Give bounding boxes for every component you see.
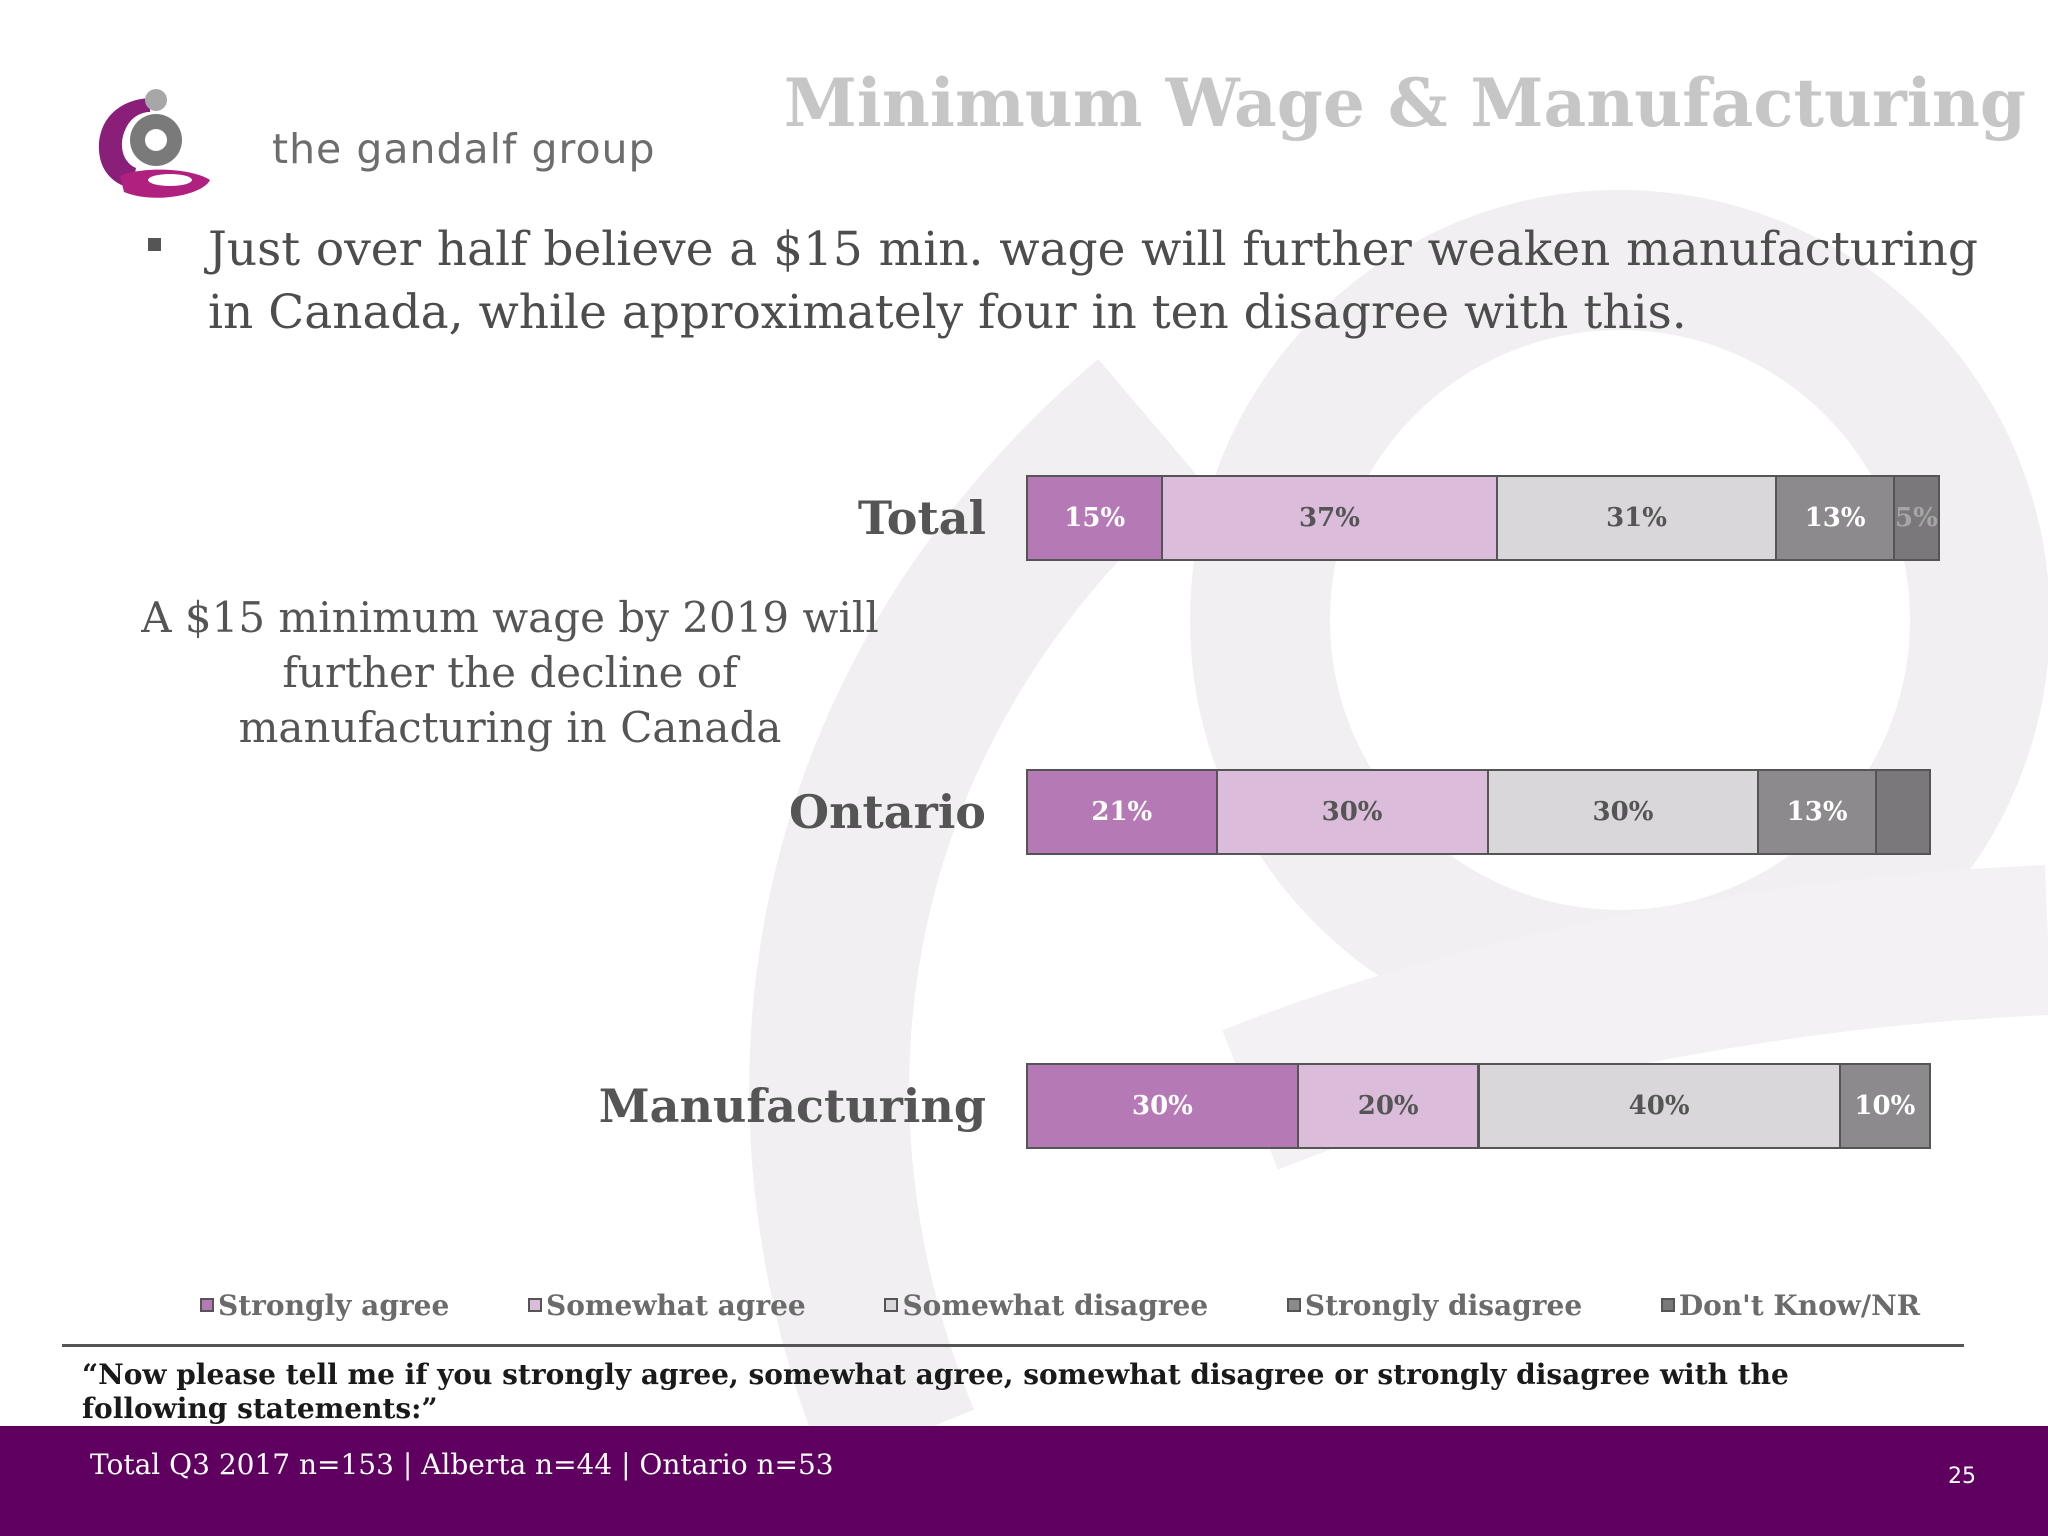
- bar-segment-ontario-0: 21%: [1026, 769, 1218, 855]
- data-label: 37%: [1299, 503, 1360, 533]
- legend-label: Somewhat disagree: [902, 1288, 1209, 1322]
- bar-segment-total-1: 37%: [1161, 475, 1498, 561]
- bar-segment-total-4: 5%: [1892, 475, 1941, 561]
- row-label-ontario: Ontario: [789, 785, 986, 839]
- legend-item: Somewhat agree: [528, 1289, 806, 1322]
- bar-segment-manufacturing-3: 10%: [1838, 1063, 1931, 1149]
- page-title: Minimum Wage & Manufacturing: [783, 64, 2026, 142]
- bar-segment-manufacturing-2: 40%: [1477, 1063, 1841, 1149]
- bar-segment-total-0: 15%: [1026, 475, 1164, 561]
- question-text: “Now please tell me if you strongly agre…: [82, 1358, 1789, 1425]
- legend-swatch: [528, 1298, 542, 1312]
- bar-segment-total-2: 31%: [1495, 475, 1778, 561]
- bar-segment-total-3: 13%: [1775, 475, 1895, 561]
- data-label: 20%: [1357, 1091, 1419, 1121]
- divider: [62, 1344, 1964, 1347]
- bar-segment-ontario-1: 30%: [1215, 769, 1489, 855]
- legend-item: Strongly disagree: [1286, 1288, 1583, 1322]
- legend-item: Strongly agree: [200, 1289, 449, 1322]
- page-number: 25: [1948, 1464, 1976, 1489]
- footer-bar: [0, 1426, 2048, 1536]
- legend-label: Somewhat agree: [546, 1288, 806, 1322]
- data-label: 30%: [1132, 1091, 1193, 1121]
- legend-swatch: [1286, 1298, 1301, 1312]
- legend-swatch: [1660, 1298, 1675, 1312]
- legend-label: Don't Know/NR: [1678, 1288, 1920, 1322]
- summary-bullet: Just over half believe a $15 min. wage w…: [208, 222, 1978, 340]
- legend-item: Don't Know/NR: [1660, 1288, 1920, 1322]
- data-label: 21%: [1091, 797, 1153, 827]
- survey-statement: A $15 minimum wage by 2019 will further …: [141, 593, 879, 752]
- company-name: the gandalf group: [272, 125, 656, 173]
- row-label-total: Total: [857, 491, 986, 545]
- data-label: 30%: [1592, 797, 1654, 827]
- bar-segment-manufacturing-1: 20%: [1296, 1063, 1480, 1149]
- gandalf-logo-icon: [98, 89, 210, 198]
- bar-segment-ontario-4: [1874, 769, 1931, 855]
- data-label: 31%: [1606, 503, 1667, 533]
- data-label: 30%: [1321, 797, 1383, 827]
- legend-label: Strongly disagree: [1304, 1288, 1583, 1322]
- legend-swatch: [200, 1298, 214, 1312]
- data-label: 15%: [1064, 503, 1126, 533]
- bar-segment-ontario-2: 30%: [1486, 769, 1760, 855]
- legend-label: Strongly agree: [218, 1288, 450, 1322]
- data-label: 10%: [1854, 1091, 1916, 1121]
- bar-segment-ontario-3: 13%: [1757, 769, 1877, 855]
- legend-item: Somewhat disagree: [884, 1289, 1208, 1322]
- bullet-marker: [148, 238, 161, 251]
- legend-swatch: [884, 1298, 899, 1312]
- data-label: 5%: [1895, 503, 1938, 533]
- chart-legend: Strongly agree Somewhat agree Somewhat dis…: [200, 1285, 1920, 1325]
- row-label-manufacturing: Manufacturing: [598, 1079, 986, 1133]
- bar-segment-manufacturing-0: 30%: [1026, 1063, 1299, 1149]
- sample-size-note: Total Q3 2017 n=153 | Alberta n=44 | Ont…: [90, 1448, 834, 1481]
- data-label: 40%: [1628, 1091, 1690, 1121]
- data-label: 13%: [1804, 503, 1866, 533]
- data-label: 13%: [1786, 797, 1848, 827]
